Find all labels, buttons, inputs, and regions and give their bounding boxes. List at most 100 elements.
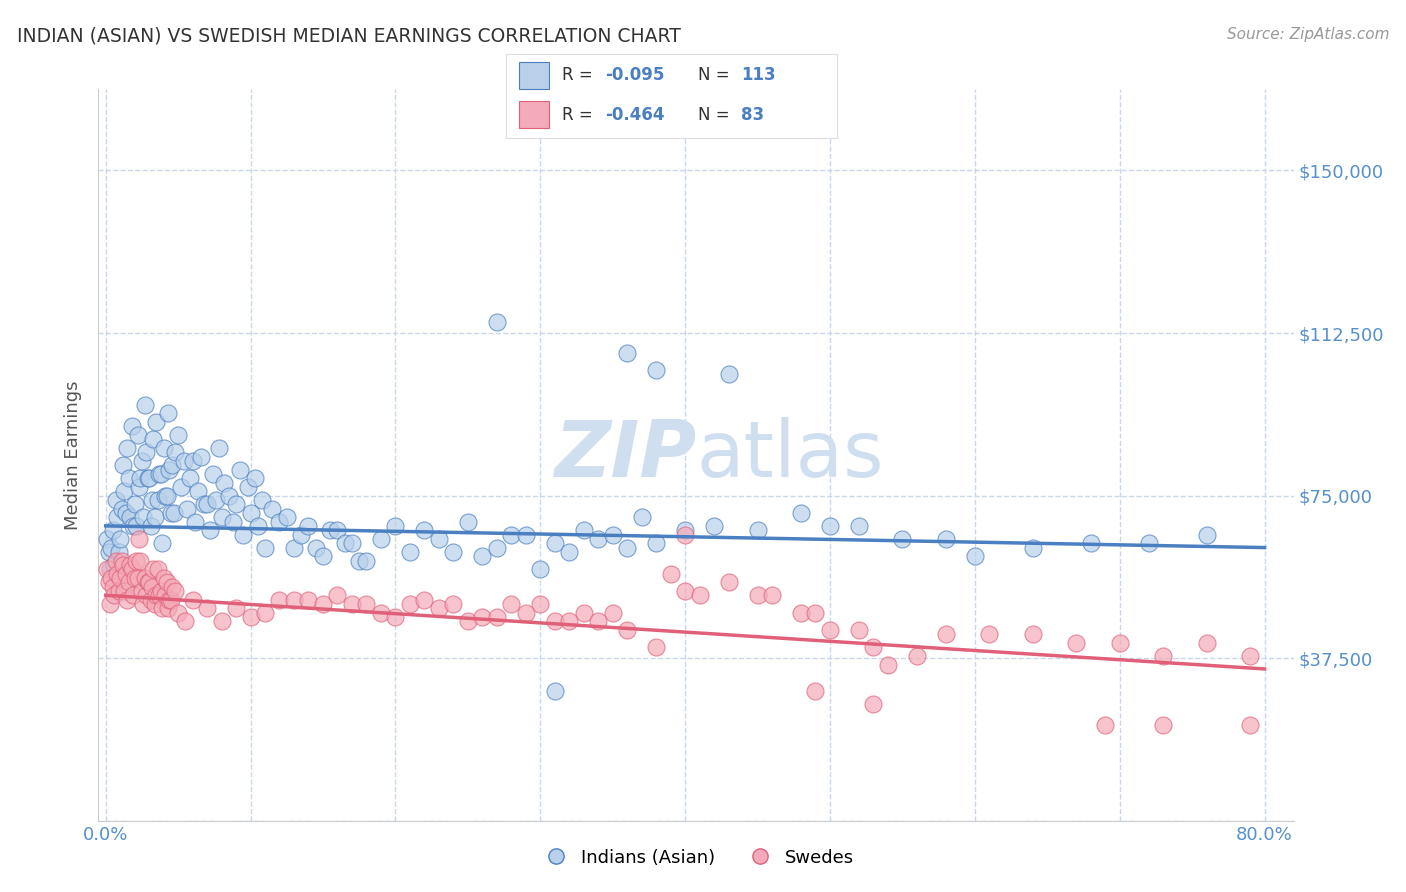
Point	[269, 515, 291, 529]
Point	[129, 553, 152, 567]
Point	[156, 406, 179, 420]
Point	[501, 597, 523, 611]
Point	[107, 583, 129, 598]
Point	[149, 583, 172, 598]
Point	[124, 497, 146, 511]
Point	[139, 592, 162, 607]
Point	[818, 623, 841, 637]
Point	[572, 606, 595, 620]
Point	[152, 571, 174, 585]
Point	[747, 588, 769, 602]
Point	[243, 471, 266, 485]
Text: N =: N =	[697, 66, 735, 84]
Point	[485, 315, 508, 329]
Point	[305, 541, 328, 555]
Point	[153, 588, 176, 602]
Point	[195, 497, 218, 511]
Point	[141, 492, 163, 507]
Point	[804, 683, 827, 698]
Point	[645, 640, 668, 655]
Point	[128, 532, 150, 546]
Point	[457, 614, 479, 628]
Point	[232, 527, 254, 541]
Point	[105, 510, 128, 524]
Point	[165, 583, 187, 598]
Point	[179, 471, 201, 485]
Point	[602, 527, 624, 541]
Point	[717, 575, 740, 590]
Point	[413, 592, 436, 607]
Text: R =: R =	[562, 66, 599, 84]
Point	[356, 597, 378, 611]
Point	[1022, 541, 1045, 555]
Point	[155, 489, 177, 503]
Point	[218, 489, 240, 503]
Point	[326, 588, 349, 602]
Point	[211, 614, 233, 628]
Point	[108, 571, 131, 585]
Point	[1064, 636, 1087, 650]
Point	[187, 484, 209, 499]
Point	[347, 553, 370, 567]
Point	[790, 506, 813, 520]
Point	[427, 532, 450, 546]
Text: -0.095: -0.095	[605, 66, 665, 84]
Text: INDIAN (ASIAN) VS SWEDISH MEDIAN EARNINGS CORRELATION CHART: INDIAN (ASIAN) VS SWEDISH MEDIAN EARNING…	[17, 27, 681, 45]
Text: Source: ZipAtlas.com: Source: ZipAtlas.com	[1226, 27, 1389, 42]
Point	[190, 450, 212, 464]
Point	[132, 510, 155, 524]
Point	[1195, 527, 1218, 541]
Point	[103, 588, 125, 602]
Point	[935, 532, 957, 546]
Point	[340, 536, 363, 550]
Point	[645, 536, 668, 550]
Point	[1094, 718, 1116, 732]
Text: -0.464: -0.464	[605, 105, 665, 123]
Point	[132, 597, 155, 611]
Point	[515, 527, 537, 541]
Point	[145, 588, 167, 602]
Point	[862, 697, 884, 711]
Point	[340, 597, 363, 611]
Point	[139, 519, 162, 533]
Point	[131, 454, 153, 468]
Point	[135, 445, 157, 459]
Point	[747, 523, 769, 537]
Point	[1108, 636, 1130, 650]
Point	[703, 519, 725, 533]
Point	[198, 523, 221, 537]
Point	[602, 606, 624, 620]
Point	[150, 601, 173, 615]
Point	[96, 532, 118, 546]
Point	[356, 553, 378, 567]
Point	[121, 562, 143, 576]
Point	[150, 536, 173, 550]
Point	[114, 583, 136, 598]
Point	[250, 492, 273, 507]
Point	[761, 588, 783, 602]
Point	[110, 553, 132, 567]
Point	[104, 492, 127, 507]
Point	[160, 506, 183, 520]
Point	[122, 519, 145, 533]
Point	[818, 519, 841, 533]
Point	[114, 484, 136, 499]
Point	[117, 441, 139, 455]
Point	[253, 606, 276, 620]
Point	[118, 575, 141, 590]
Point	[544, 614, 567, 628]
Point	[155, 575, 177, 590]
Point	[149, 467, 172, 481]
Point	[134, 571, 156, 585]
Point	[122, 588, 145, 602]
Point	[165, 445, 187, 459]
Point	[100, 571, 122, 585]
Point	[142, 562, 165, 576]
Point	[384, 610, 406, 624]
Point	[108, 532, 131, 546]
Point	[413, 523, 436, 537]
Point	[115, 506, 138, 520]
Point	[891, 532, 914, 546]
Point	[283, 541, 305, 555]
Point	[297, 519, 319, 533]
